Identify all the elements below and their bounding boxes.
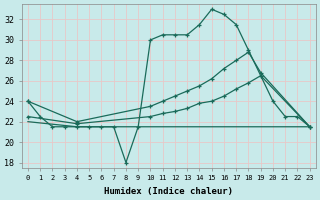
X-axis label: Humidex (Indice chaleur): Humidex (Indice chaleur) bbox=[104, 187, 233, 196]
